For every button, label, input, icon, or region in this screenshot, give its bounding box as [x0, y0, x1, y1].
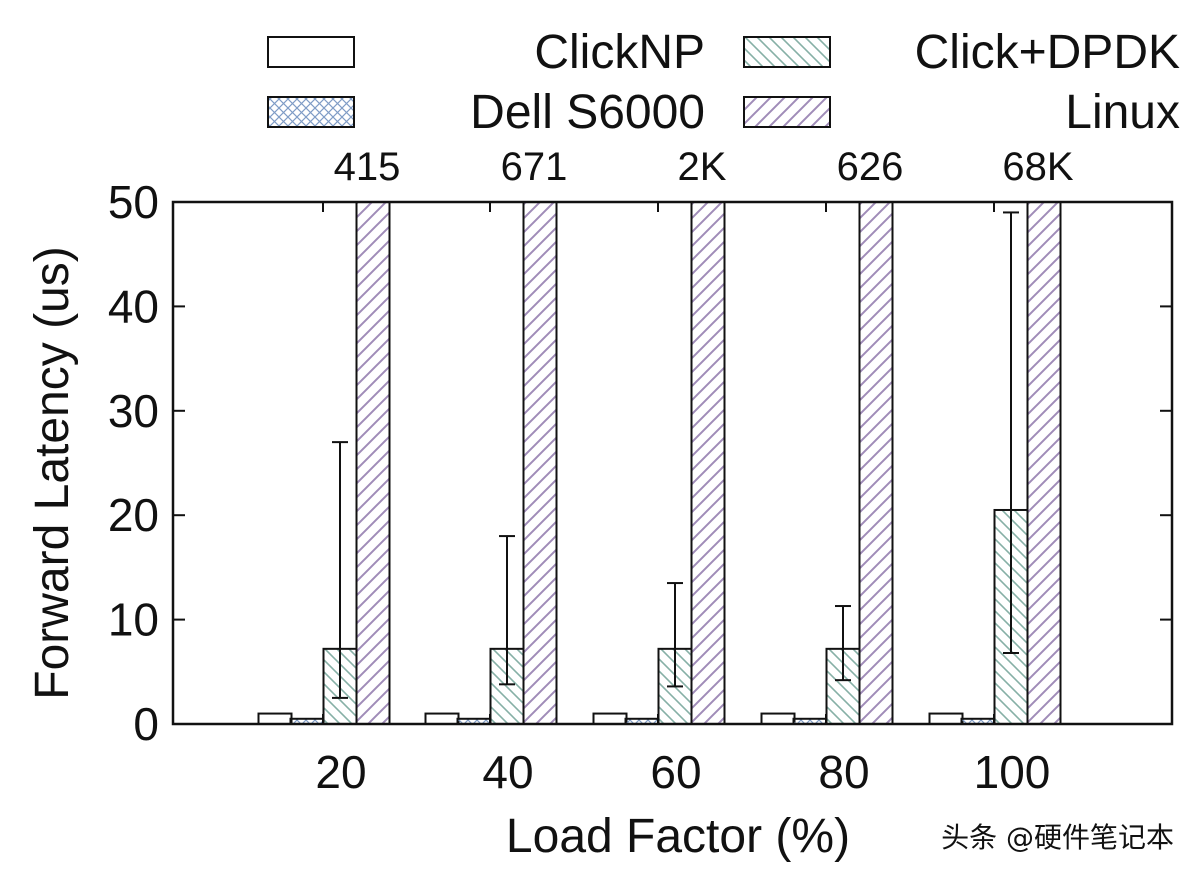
bar-clicknp — [592, 712, 628, 725]
x-tick-label: 60 — [650, 746, 701, 798]
y-tick-label: 40 — [108, 280, 159, 332]
bar-value-label: 2K — [678, 145, 727, 189]
legend-label-click-dpdk: Click+DPDK — [915, 26, 1180, 79]
legend-label-clicknp: ClickNP — [534, 26, 705, 79]
legend-swatch-dell-s6000 — [267, 96, 355, 128]
watermark: 头条 @硬件笔记本 — [941, 821, 1174, 854]
x-tick-label: 40 — [482, 746, 533, 798]
bar-linux — [858, 201, 894, 725]
y-tick-label: 30 — [108, 385, 159, 437]
bar-linux — [1026, 201, 1062, 725]
legend-label-dell-s6000: Dell S6000 — [470, 86, 705, 139]
bar-linux — [522, 201, 558, 725]
bar-value-label: 415 — [334, 145, 401, 189]
legend-swatch-clicknp — [267, 36, 355, 68]
bar-value-label: 68K — [1002, 145, 1073, 189]
bar-value-label: 671 — [501, 145, 568, 189]
bar-value-label: 626 — [837, 145, 904, 189]
y-tick-label: 50 — [108, 176, 159, 228]
bar-clicknp — [760, 712, 796, 725]
x-axis-label: Load Factor (%) — [506, 810, 850, 863]
x-tick-label: 80 — [818, 746, 869, 798]
y-tick-label: 0 — [133, 698, 159, 750]
legend-swatch-click-dpdk — [743, 36, 831, 68]
x-tick-label: 20 — [315, 746, 366, 798]
bar-clicknp — [928, 712, 964, 725]
y-axis-label: Forward Latency (us) — [26, 246, 79, 700]
bar-clicknp — [424, 712, 460, 725]
legend-label-linux: Linux — [1065, 86, 1180, 139]
legend-swatch-linux — [743, 96, 831, 128]
bar-clicknp — [257, 712, 293, 725]
bar-linux — [355, 201, 391, 725]
plot-frame — [171, 200, 1174, 726]
x-tick-label: 100 — [974, 746, 1051, 798]
y-tick-label: 10 — [108, 594, 159, 646]
bar-linux — [690, 201, 726, 725]
y-tick-label: 20 — [108, 489, 159, 541]
